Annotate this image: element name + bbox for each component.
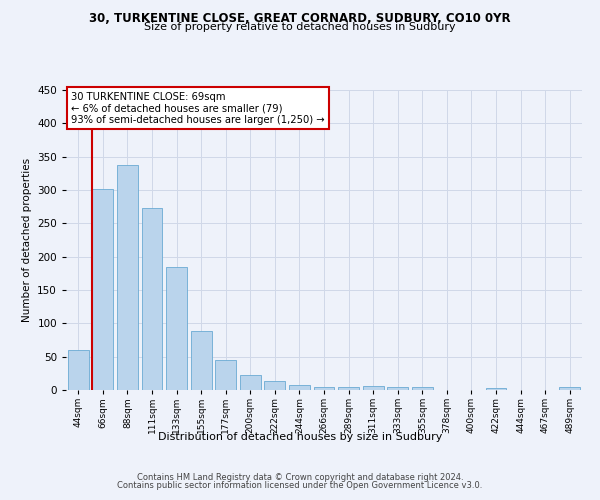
Bar [314,386,334,390]
Text: Distribution of detached houses by size in Sudbury: Distribution of detached houses by size … [158,432,442,442]
Bar [142,208,163,390]
Text: Size of property relative to detached houses in Sudbury: Size of property relative to detached ho… [144,22,456,32]
Bar [265,382,286,390]
Text: Contains HM Land Registry data © Crown copyright and database right 2024.: Contains HM Land Registry data © Crown c… [137,472,463,482]
Bar [117,164,138,390]
Bar [92,188,113,390]
Bar [387,386,408,390]
Bar [68,350,89,390]
Bar [289,384,310,390]
Bar [362,386,383,390]
Bar [338,386,359,390]
Bar [412,388,433,390]
Bar [240,376,261,390]
Bar [191,332,212,390]
Text: 30, TURKENTINE CLOSE, GREAT CORNARD, SUDBURY, CO10 0YR: 30, TURKENTINE CLOSE, GREAT CORNARD, SUD… [89,12,511,26]
Bar [559,388,580,390]
Text: Contains public sector information licensed under the Open Government Licence v3: Contains public sector information licen… [118,481,482,490]
Text: 30 TURKENTINE CLOSE: 69sqm
← 6% of detached houses are smaller (79)
93% of semi-: 30 TURKENTINE CLOSE: 69sqm ← 6% of detac… [71,92,325,124]
Bar [485,388,506,390]
Y-axis label: Number of detached properties: Number of detached properties [22,158,32,322]
Bar [215,360,236,390]
Bar [166,266,187,390]
